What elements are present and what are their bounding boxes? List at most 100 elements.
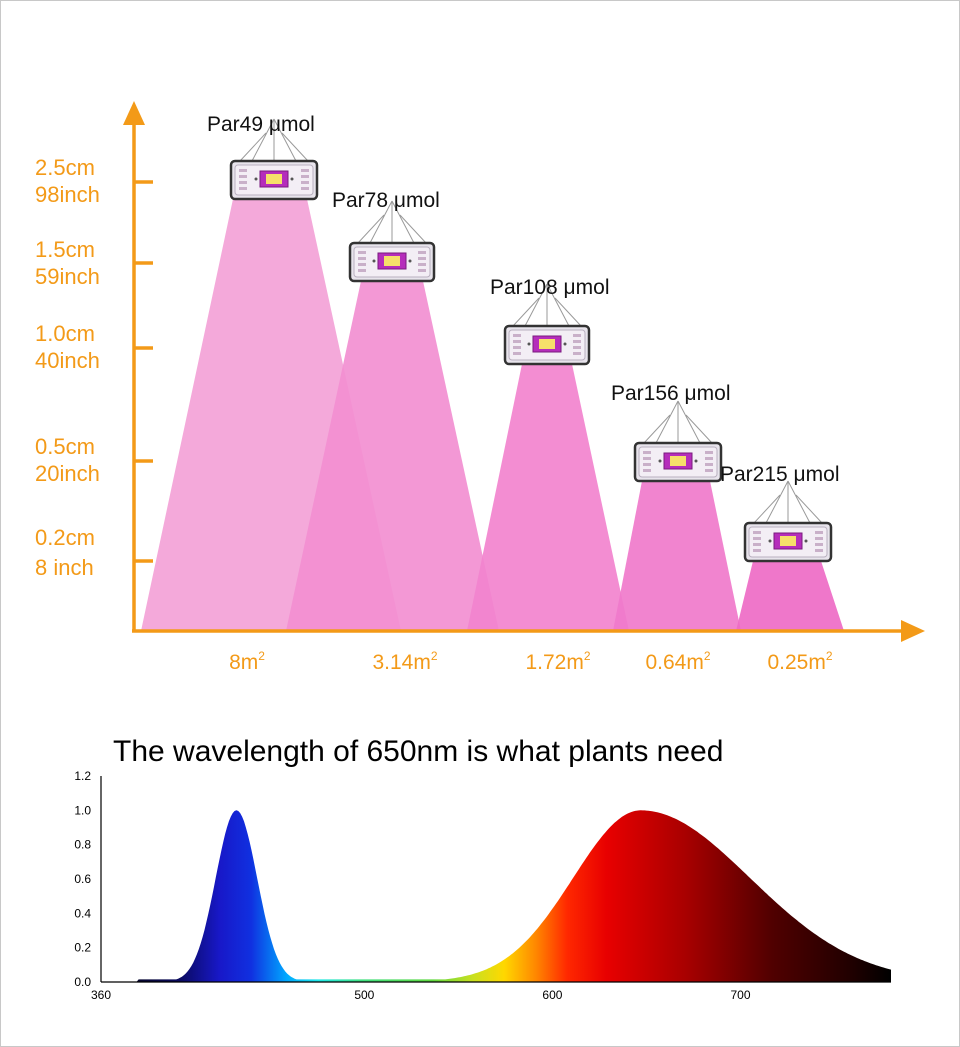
coverage-area-label: 0.25m2: [767, 649, 832, 674]
screw: [408, 259, 412, 263]
par-labels: Par49 μmol Par78 μmol Par108 μmol Par156 μm…: [207, 113, 840, 486]
y-label-cm: 0.5cm: [35, 434, 95, 459]
lamp-fin: [513, 334, 521, 337]
screw: [658, 459, 662, 463]
spectrum-y-tick-label: 1.2: [74, 769, 91, 783]
lamp-fin: [705, 457, 713, 460]
lamp-fin: [418, 263, 426, 266]
par-label: Par78 μmol: [332, 189, 440, 212]
light-beam: [467, 364, 629, 631]
spectrum-y-tick-label: 0.6: [74, 872, 91, 886]
height-axes: [123, 101, 925, 642]
spectrum-x-tick-label: 700: [731, 988, 751, 1002]
screw: [372, 259, 376, 263]
lamp-fin: [815, 531, 823, 534]
par-label: Par49 μmol: [207, 113, 315, 136]
lamp-fin: [301, 181, 309, 184]
area-superscript: 2: [826, 649, 833, 663]
lamp-fin: [573, 340, 581, 343]
hanging-wire: [239, 118, 309, 162]
lamp-fin: [418, 251, 426, 254]
y-label-inch: 59inch: [35, 264, 100, 289]
light-beam: [286, 281, 499, 631]
lamp-fin: [643, 451, 651, 454]
light-beam: [736, 561, 844, 631]
lamp-fin: [239, 169, 247, 172]
y-label-inch: 8 inch: [35, 555, 94, 580]
spectrum-y-tick-label: 0.8: [74, 838, 91, 852]
lamp-fixture: [503, 283, 591, 366]
y-axis-arrow: [123, 101, 145, 125]
lamp-fixture: [743, 480, 833, 563]
y-label-cm: 1.0cm: [35, 321, 95, 346]
area-superscript: 2: [584, 649, 591, 663]
area-superscript: 2: [704, 649, 711, 663]
lamp-fin: [418, 269, 426, 272]
lamp-fin: [239, 181, 247, 184]
lamp-fin: [239, 175, 247, 178]
area-superscript: 2: [431, 649, 438, 663]
spectrum-x-tick-label: 600: [542, 988, 562, 1002]
screw: [768, 539, 772, 543]
light-beam: [613, 481, 741, 631]
lamp-fin: [643, 469, 651, 472]
spectrum-y-tick-label: 0.4: [74, 906, 91, 920]
y-label-inch: 98inch: [35, 182, 100, 207]
coverage-area-label: 1.72m2: [525, 649, 590, 674]
area-superscript: 2: [258, 649, 265, 663]
y-label-cm: 0.2cm: [35, 525, 95, 550]
y-label-inch: 40inch: [35, 348, 100, 373]
lamp-fin: [643, 463, 651, 466]
lamp-fin: [513, 346, 521, 349]
screw: [527, 342, 531, 346]
y-label-cm: 2.5cm: [35, 155, 95, 180]
lamp-fin: [753, 537, 761, 540]
light-beams: [141, 199, 844, 631]
x-axis-arrow: [901, 620, 925, 642]
y-label-cm: 1.5cm: [35, 237, 95, 262]
y-label-inch: 20inch: [35, 461, 100, 486]
spectrum-x-tick-label: 360: [91, 988, 111, 1002]
hanging-wire: [753, 480, 823, 524]
lamp-fin: [753, 531, 761, 534]
lamp-fin: [573, 346, 581, 349]
lamp-fin: [705, 469, 713, 472]
lamp-fin: [815, 543, 823, 546]
lamp-fin: [301, 175, 309, 178]
spectrum-x-tick-label: 500: [354, 988, 374, 1002]
lamp-fin: [418, 257, 426, 260]
hanging-wire: [512, 283, 582, 327]
lamp-fin: [358, 263, 366, 266]
spectrum-y-tick-label: 0.2: [74, 941, 91, 955]
spectrum-chart: 0.0 0.2 0.4 0.6 0.8 1.0 1.2 360 500 600 700: [74, 769, 891, 1002]
lamp-fixtures: [229, 118, 833, 563]
led-emitter: [670, 456, 686, 466]
led-emitter: [266, 174, 282, 184]
par-label: Par156 μmol: [611, 382, 731, 405]
lamp-fixture: [229, 118, 319, 201]
lamp-fin: [753, 549, 761, 552]
hanging-wire: [357, 200, 427, 244]
par-label: Par108 μmol: [490, 276, 610, 299]
lamp-fin: [705, 463, 713, 466]
lamp-fin: [301, 169, 309, 172]
coverage-area-label: 8m2: [229, 649, 265, 674]
lamp-fixture: [633, 400, 723, 483]
lamp-fin: [573, 334, 581, 337]
lamp-fin: [358, 269, 366, 272]
lamp-fin: [573, 352, 581, 355]
lamp-fin: [301, 187, 309, 190]
lamp-fin: [705, 451, 713, 454]
lamp-fin: [358, 257, 366, 260]
lamp-fin: [358, 251, 366, 254]
hanging-wire: [643, 400, 713, 444]
led-emitter: [780, 536, 796, 546]
screw: [290, 177, 294, 181]
led-emitter: [384, 256, 400, 266]
lamp-fin: [753, 543, 761, 546]
lamp-fixture: [348, 200, 436, 283]
led-emitter: [539, 339, 555, 349]
